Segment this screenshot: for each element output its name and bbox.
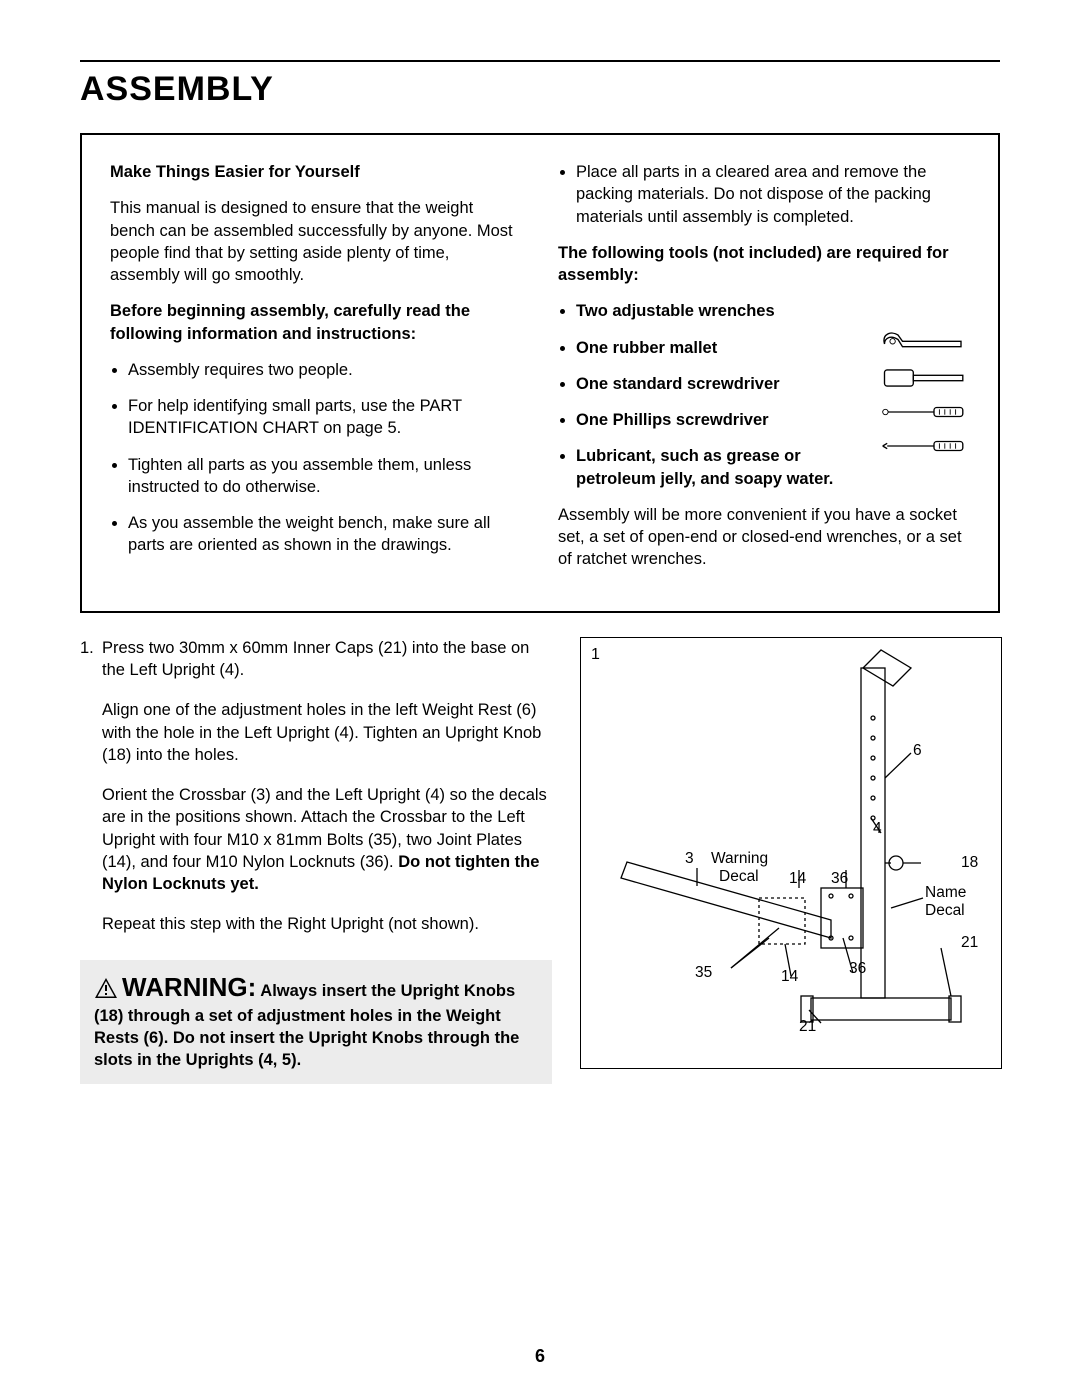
callout-warning: Warning (711, 850, 768, 868)
tools-list: Two adjustable wrenches One rubber malle… (558, 300, 870, 490)
callout-decal2: Decal (925, 902, 965, 920)
intro-p1: This manual is designed to ensure that t… (110, 197, 522, 286)
callout-18: 18 (961, 854, 978, 872)
intro-after-tools: Assembly will be more convenient if you … (558, 504, 970, 571)
step1-p3: Orient the Crossbar (3) and the Left Upr… (102, 784, 552, 895)
step-content: Press two 30mm x 60mm Inner Caps (21) in… (102, 637, 552, 954)
assembly-manual-page: ASSEMBLY Make Things Easier for Yourself… (0, 0, 1080, 1397)
callout-14a: 14 (789, 870, 806, 888)
step1-p1: Press two 30mm x 60mm Inner Caps (21) in… (102, 637, 552, 682)
step1-p4: Repeat this step with the Right Upright … (102, 913, 552, 935)
intro-b5: Place all parts in a cleared area and re… (576, 161, 970, 228)
intro-b1: Assembly requires two people. (128, 359, 522, 381)
diagram-box: 1 (580, 637, 1002, 1069)
tools-text: Two adjustable wrenches One rubber malle… (558, 300, 870, 490)
warning-box: WARNING: Always insert the Upright Knobs… (80, 960, 552, 1084)
diagram-figure-number: 1 (591, 646, 600, 664)
warning-label: WARNING: (122, 972, 256, 1002)
intro-b2: For help identifying small parts, use th… (128, 395, 522, 440)
step1-p2: Align one of the adjustment holes in the… (102, 699, 552, 766)
intro-left-column: Make Things Easier for Yourself This man… (110, 161, 522, 585)
callout-3: 3 (685, 850, 694, 868)
wrench-icon (880, 330, 970, 358)
top-rule (80, 60, 1000, 62)
phillips-screwdriver-icon (880, 432, 970, 460)
intro-box: Make Things Easier for Yourself This man… (80, 133, 1000, 613)
assembly-diagram-svg (581, 638, 1001, 1068)
callout-36b: 36 (849, 960, 866, 978)
tool-3: One standard screwdriver (576, 373, 870, 395)
intro-left-list: Assembly requires two people. For help i… (110, 359, 522, 557)
intro-b3: Tighten all parts as you assemble them, … (128, 454, 522, 499)
tool-5: Lubricant, such as grease or petroleum j… (576, 445, 870, 490)
intro-right-column: Place all parts in a cleared area and re… (558, 161, 970, 585)
callout-21a: 21 (961, 934, 978, 952)
intro-heading: Make Things Easier for Yourself (110, 161, 522, 183)
tools-heading: The following tools (not included) are r… (558, 242, 970, 287)
callout-14b: 14 (781, 968, 798, 986)
step-1-row: 1. Press two 30mm x 60mm Inner Caps (21)… (80, 637, 1000, 1084)
callout-21b: 21 (799, 1018, 816, 1036)
callout-35: 35 (695, 964, 712, 982)
tools-row: Two adjustable wrenches One rubber malle… (558, 300, 970, 490)
callout-name: Name (925, 884, 966, 902)
intro-b4: As you assemble the weight bench, make s… (128, 512, 522, 557)
page-number: 6 (0, 1346, 1080, 1367)
callout-6: 6 (913, 742, 922, 760)
callout-36a: 36 (831, 870, 848, 888)
callout-4: 4 (873, 820, 882, 838)
tool-1: Two adjustable wrenches (576, 300, 870, 322)
warning-triangle-icon (94, 977, 118, 1005)
tool-2: One rubber mallet (576, 337, 870, 359)
flat-screwdriver-icon (880, 398, 970, 426)
step-number: 1. (80, 637, 102, 954)
intro-p2: Before beginning assembly, carefully rea… (110, 300, 522, 345)
page-title: ASSEMBLY (80, 70, 1000, 109)
tools-icons (880, 330, 970, 460)
mallet-icon (880, 364, 970, 392)
intro-right-top-list: Place all parts in a cleared area and re… (558, 161, 970, 228)
warning-lead: Always insert the (256, 982, 400, 1000)
step-1-diagram: 1 (580, 637, 1000, 1084)
callout-decal: Decal (719, 868, 759, 886)
tool-4: One Phillips screwdriver (576, 409, 870, 431)
step-1-text: 1. Press two 30mm x 60mm Inner Caps (21)… (80, 637, 552, 1084)
